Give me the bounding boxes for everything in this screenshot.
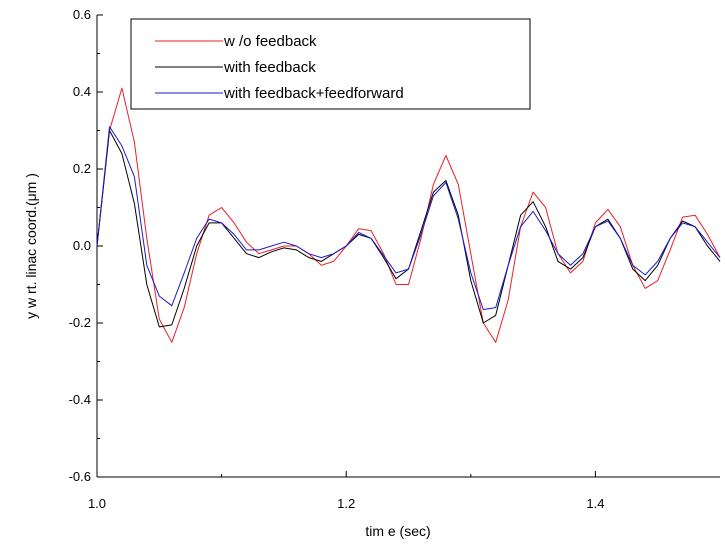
x-tick-label: 1.0: [88, 496, 106, 511]
y-tick-label: -0.2: [69, 315, 91, 330]
legend-label: w /o feedback: [223, 33, 317, 50]
y-tick-label: 0.4: [73, 84, 91, 99]
x-tick-label: 1.2: [337, 496, 355, 511]
y-tick-label: -0.6: [69, 469, 91, 484]
x-axis-title: tim e (sec): [365, 523, 430, 539]
legend: w /o feedback with feedback with feedback+…: [130, 18, 531, 110]
y-axis-title: y w rt. linac coord.(μm ): [23, 173, 39, 319]
series-layer: [96, 87, 721, 343]
ticks: 0.6 0.4 0.2 0.0 -0.2 -0.4 -0.6 1.0 1.2 1.4: [69, 7, 605, 511]
series-line-0: [96, 87, 721, 343]
legend-box: [130, 18, 531, 110]
y-tick-label: -0.4: [69, 392, 91, 407]
y-tick-label: 0.6: [73, 7, 91, 22]
legend-label: with feedback+feedforward: [223, 85, 404, 102]
y-tick-label: 0.2: [73, 161, 91, 176]
y-tick-label: 0.0: [73, 238, 91, 253]
series-line-1: [96, 130, 721, 328]
x-tick-label: 1.4: [586, 496, 604, 511]
series-line-2: [96, 126, 721, 310]
legend-label: with feedback: [223, 59, 316, 76]
